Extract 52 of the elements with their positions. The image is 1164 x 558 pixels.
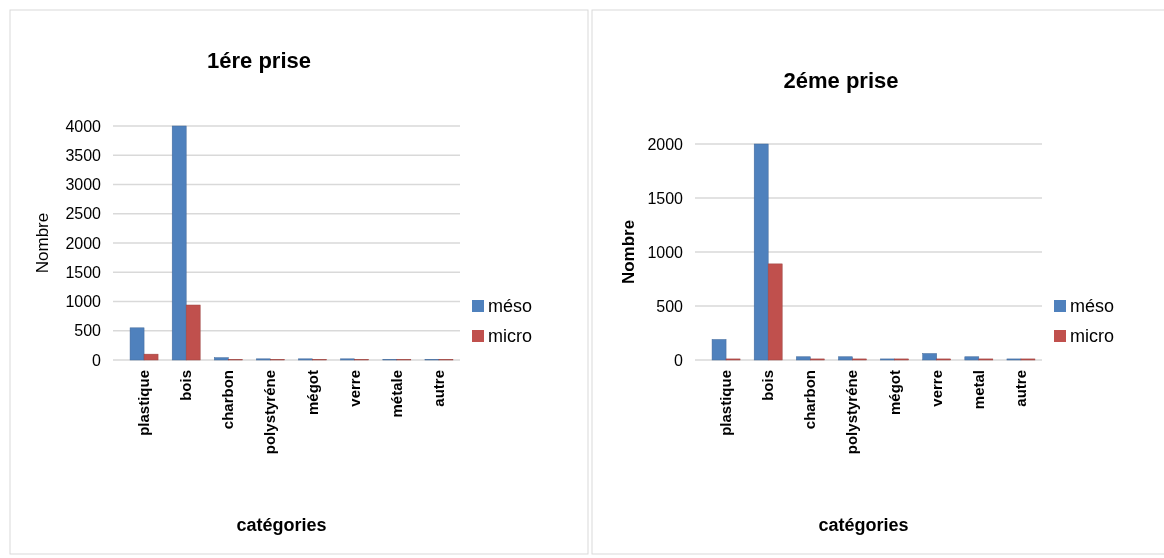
y-tick-label: 4000	[65, 117, 102, 135]
y-tick-label: 2500	[65, 205, 102, 223]
y-tick-label: 1500	[65, 263, 102, 281]
x-tick-label: métale	[387, 370, 405, 418]
legend-label: méso	[1070, 296, 1115, 317]
y-tick-label: 1500	[647, 189, 684, 207]
y-axis-title: Nombre	[33, 212, 52, 274]
bar	[214, 357, 229, 361]
x-tick-label: metal	[969, 370, 987, 410]
x-axis-title: catégories	[236, 515, 327, 535]
y-tick-label: 2000	[647, 135, 684, 153]
bar	[767, 263, 783, 361]
x-tick-label: mégot	[303, 370, 321, 415]
legend-label: micro	[1070, 326, 1114, 347]
y-tick-label: 2000	[65, 234, 102, 252]
x-tick-label: charbon	[801, 370, 819, 430]
bar	[711, 339, 727, 361]
y-tick-label: 0	[92, 351, 102, 369]
y-tick-label: 3500	[65, 146, 102, 164]
x-tick-label: autre	[1011, 370, 1029, 407]
x-tick-label: verre	[927, 370, 945, 407]
bar	[796, 356, 811, 361]
x-axis-title: catégories	[818, 515, 909, 535]
x-tick-label: polystyréne	[843, 370, 861, 455]
chart-title: 1ére prise	[207, 48, 311, 73]
chart-title: 2éme prise	[783, 68, 899, 93]
x-tick-label: plastique	[135, 370, 153, 436]
bar	[838, 356, 853, 361]
y-tick-label: 500	[656, 297, 684, 315]
bar	[171, 125, 187, 361]
x-tick-label: bois	[177, 370, 195, 401]
y-tick-label: 500	[74, 322, 102, 340]
y-axis-title: Nombre	[619, 219, 638, 285]
bar	[143, 353, 159, 361]
bar	[753, 143, 769, 361]
legend-label: micro	[488, 326, 532, 347]
y-tick-label: 1000	[647, 243, 684, 261]
x-tick-label: polystyréne	[261, 370, 279, 455]
x-tick-label: charbon	[219, 370, 237, 430]
bar	[129, 327, 145, 361]
y-tick-label: 3000	[65, 176, 102, 194]
x-tick-label: bois	[759, 370, 777, 401]
x-tick-label: autre	[429, 370, 447, 407]
x-tick-label: verre	[345, 370, 363, 407]
legend-label: méso	[488, 296, 533, 317]
bar	[964, 356, 980, 361]
bar	[922, 353, 937, 361]
bar	[185, 304, 201, 361]
y-tick-label: 0	[674, 351, 684, 369]
y-tick-label: 1000	[65, 293, 102, 311]
x-tick-label: mégot	[885, 370, 903, 415]
x-tick-label: plastique	[717, 370, 735, 436]
